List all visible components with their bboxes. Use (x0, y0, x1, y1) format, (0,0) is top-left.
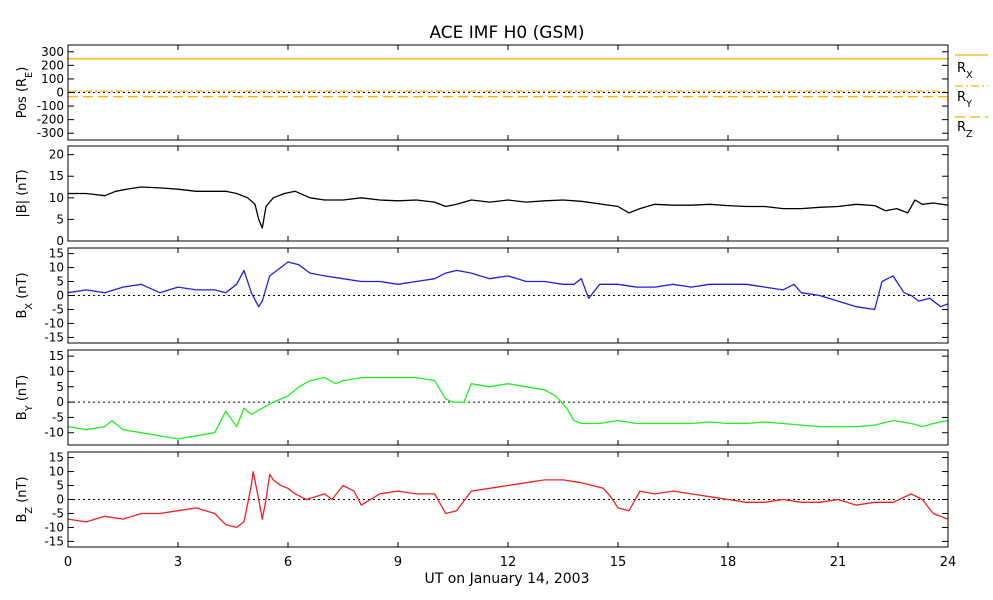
y-tick-label: 0 (56, 395, 64, 409)
y-tick-label: 15 (49, 169, 64, 183)
y-tick-label: -5 (52, 506, 64, 520)
y-tick-label: 10 (49, 261, 64, 275)
panel-frame (67, 349, 949, 446)
y-tick-label: 5 (56, 275, 64, 289)
x-tick-label: 15 (610, 555, 627, 570)
y-tick-label: 0 (56, 86, 64, 100)
y-axis-label: BY (nT) (15, 375, 35, 420)
y-tick-label: -15 (44, 330, 64, 344)
legend-label-rx: RX (957, 61, 973, 81)
panel-bmag: 0 5 10 15 20 |B| (nT) (15, 145, 949, 248)
y-tick-label: 15 (49, 349, 64, 363)
legend-label-rz: RZ (957, 120, 973, 140)
y-tick-label: 5 (56, 380, 64, 394)
y-tick-label: -10 (44, 426, 64, 440)
y-tick-label: -5 (52, 302, 64, 316)
x-tick-label: 9 (394, 555, 402, 570)
y-tick-label: 15 (49, 247, 64, 261)
x-tick-label: 24 (940, 555, 957, 570)
panel-frame (67, 145, 949, 242)
x-tick-label: 21 (830, 555, 847, 570)
legend-label-ry: RY (957, 90, 972, 110)
x-tick-label: 0 (64, 555, 72, 570)
series-by (67, 376, 949, 440)
y-axis-label: BZ (nT) (15, 476, 35, 522)
y-axis-label: Pos (RE) (15, 67, 35, 119)
x-tick-label: 12 (500, 555, 517, 570)
y-tick-label: -5 (52, 410, 64, 424)
y-tick-label: -300 (37, 126, 64, 140)
series-bx (67, 261, 949, 311)
y-tick-label: -10 (44, 520, 64, 534)
y-tick-label: -200 (37, 113, 64, 127)
y-tick-label: -10 (44, 316, 64, 330)
y-tick-label: 200 (41, 58, 64, 72)
series-bmag (68, 186, 949, 229)
y-tick-label: -15 (44, 534, 64, 548)
figure-title: ACE IMF H0 (GSM) (429, 23, 584, 43)
y-tick-label: 20 (49, 148, 64, 162)
y-axis-label: BX (nT) (15, 272, 35, 318)
x-tick-label: 18 (720, 555, 737, 570)
x-axis-label: UT on January 14, 2003 (424, 571, 589, 587)
x-tick-label: 3 (174, 555, 182, 570)
y-tick-label: 10 (49, 191, 64, 205)
y-tick-label: 5 (56, 479, 64, 493)
y-tick-label: 0 (56, 234, 64, 248)
y-tick-label: 10 (49, 465, 64, 479)
y-axis-label: |B| (nT) (15, 169, 30, 217)
x-tick-label: 6 (284, 555, 292, 570)
y-tick-label: 0 (56, 289, 64, 303)
y-tick-label: 300 (41, 45, 64, 59)
y-tick-label: 15 (49, 451, 64, 465)
y-tick-label: 5 (56, 212, 64, 226)
y-tick-label: 0 (56, 493, 64, 507)
y-tick-label: 100 (41, 72, 64, 86)
series-bz (67, 470, 949, 529)
y-tick-label: -100 (37, 99, 64, 113)
y-tick-label: 10 (49, 364, 64, 378)
